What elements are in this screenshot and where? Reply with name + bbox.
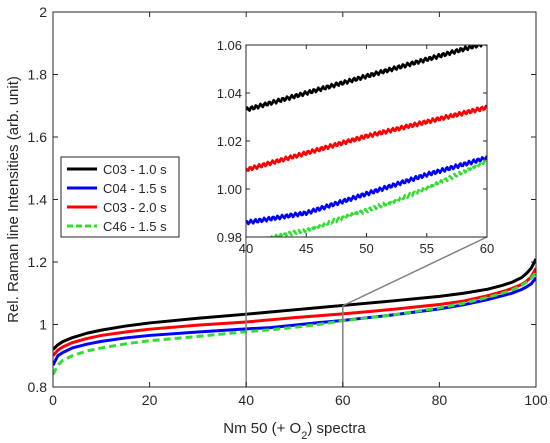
inset-x-tick-label-3: 55 — [420, 241, 434, 256]
inset-y-tick-label-2: 1.02 — [217, 134, 242, 149]
inset-y-tick-label-0: 0.98 — [217, 230, 242, 245]
inset-series-line-0 — [246, 45, 487, 112]
y-tick-label-4: 1.6 — [28, 129, 48, 145]
inset-series-line-3 — [262, 157, 487, 237]
inset-y-tick-label-1: 1.00 — [217, 182, 242, 197]
legend-label-1: C04 - 1.5 s — [103, 181, 167, 196]
main-series-group — [53, 258, 536, 376]
inset-y-tick-label-3: 1.04 — [217, 86, 242, 101]
y-tick-label-6: 2 — [39, 4, 47, 20]
zoom-connector-diag — [342, 236, 488, 307]
x-tick-label-5: 100 — [524, 392, 548, 408]
inset-series-line-2 — [246, 104, 487, 172]
y-axis-label: Rel. Raman line Intensities (arb. unit) — [5, 76, 22, 323]
legend-label-2: C03 - 2.0 s — [103, 200, 167, 215]
y-tick-label-0: 0.8 — [28, 379, 48, 395]
inset-y-tick-label-4: 1.06 — [217, 38, 242, 53]
inset-x-tick-label-0: 40 — [239, 241, 253, 256]
x-tick-label-0: 0 — [49, 392, 57, 408]
y-tick-label-3: 1.4 — [28, 192, 48, 208]
inset-x-tick-label-2: 50 — [359, 241, 373, 256]
series-line-3 — [53, 271, 536, 376]
inset-x-tick-label-4: 60 — [480, 241, 494, 256]
inset-series-line-1 — [246, 155, 487, 226]
legend-label-3: C46 - 1.5 s — [103, 219, 167, 234]
x-tick-label-2: 40 — [238, 392, 254, 408]
y-tick-label-1: 1 — [39, 317, 47, 333]
inset-series-group — [246, 45, 487, 237]
x-axis-label: Nm 50 (+ O2) spectra — [223, 420, 366, 442]
x-tick-label-4: 80 — [432, 392, 448, 408]
y-tick-label-2: 1.2 — [28, 254, 48, 270]
series-line-0 — [53, 258, 536, 351]
x-tick-label-1: 20 — [142, 392, 158, 408]
y-tick-label-5: 1.8 — [28, 67, 48, 83]
legend-label-0: C03 - 1.0 s — [103, 162, 167, 177]
x-tick-label-3: 60 — [335, 392, 351, 408]
inset-x-tick-label-1: 45 — [299, 241, 313, 256]
series-line-1 — [53, 276, 536, 366]
